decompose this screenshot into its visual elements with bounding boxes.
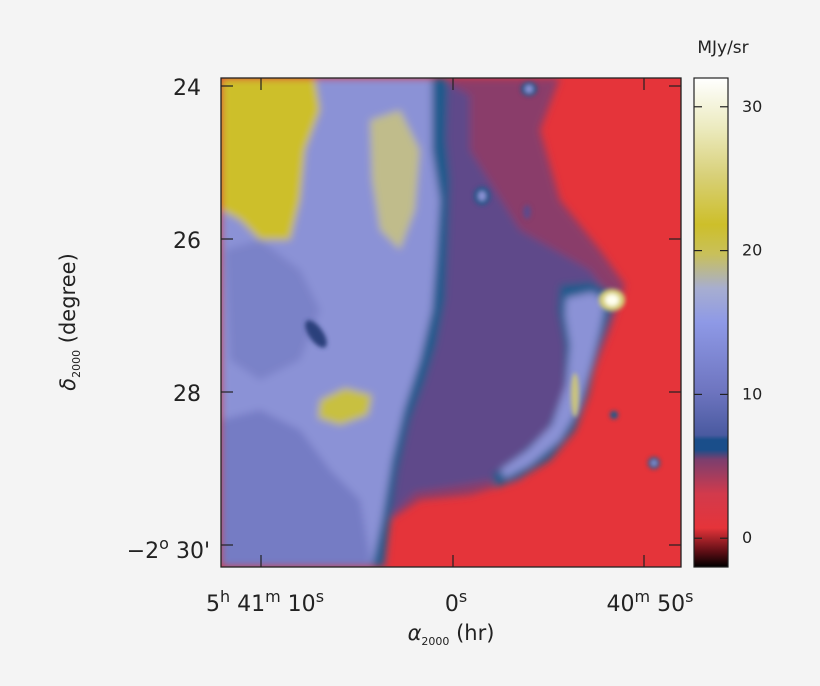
- y-tick-label: 28: [173, 382, 201, 407]
- colorbar: 0 10 20 30 MJy/sr: [693, 38, 762, 568]
- x-tick-label: 0s: [445, 587, 467, 617]
- x-tick-label: 40m 50s: [607, 587, 694, 617]
- heatmap-filament-inner: [500, 292, 606, 478]
- y-tick-labels: 24 26 28 −2o 30': [127, 76, 210, 564]
- heatmap-region-yellow-top: [221, 78, 320, 240]
- colorbar-tick-label: 30: [742, 97, 762, 116]
- colorbar-unit-label: MJy/sr: [697, 38, 748, 58]
- colorbar-gradient: [693, 77, 729, 568]
- y-tick-label: 24: [173, 76, 201, 101]
- colorbar-tick-label: 10: [742, 384, 762, 403]
- colorbar-ticks: 0 10 20 30: [694, 97, 762, 547]
- heatmap-source-3-core: [651, 460, 657, 466]
- heatmap-image: [221, 78, 681, 567]
- heatmap-source-2-core: [478, 191, 486, 201]
- heatmap-source-5: [523, 205, 531, 219]
- axis-ticks: [221, 78, 681, 567]
- x-axis-label: α2000 (hr): [408, 621, 495, 648]
- x-tick-labels: 5h 41m 10s 0s 40m 50s: [206, 587, 694, 617]
- heatmap-source-4: [610, 411, 618, 419]
- heatmap-peak: [605, 294, 619, 306]
- heatmap-dark-knot: [305, 320, 327, 348]
- y-tick-label-last: −2o 30': [127, 534, 210, 564]
- heatmap-region-mid-blue: [221, 410, 372, 567]
- heatmap-region-yellow-mid: [370, 110, 420, 250]
- colorbar-tick-label: 20: [742, 241, 762, 260]
- y-tick-label: 26: [173, 229, 201, 254]
- heatmap-region-yellow-small: [318, 388, 372, 425]
- heatmap-region-mid-blue-2: [225, 240, 320, 380]
- heatmap-yellow-streak: [571, 373, 579, 417]
- heatmap-source-1-core: [525, 85, 533, 93]
- colorbar-tick-label: 0: [742, 528, 752, 547]
- x-tick-label: 5h 41m 10s: [206, 587, 324, 617]
- y-axis-label: δ2000 (degree): [56, 253, 83, 391]
- plot-frame: [220, 77, 682, 568]
